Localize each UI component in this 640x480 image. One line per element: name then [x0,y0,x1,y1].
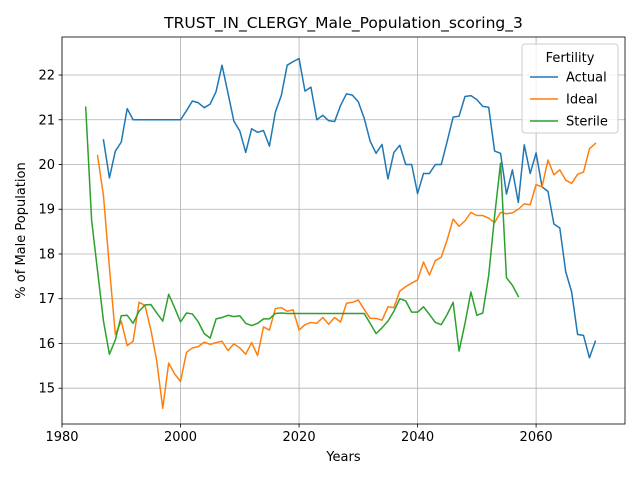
legend-title: Fertility [546,51,595,66]
y-tick-label: 21 [38,113,55,128]
x-axis-ticks: 1980 2000 2020 2040 2060 [45,424,553,445]
plot-frame [61,36,626,425]
legend-label-actual: Actual [566,71,607,86]
x-tick-label: 2040 [401,430,434,445]
x-tick-label: 1980 [45,430,78,445]
grid-lines [61,37,625,424]
x-tick-label: 2060 [520,430,553,445]
y-tick-label: 20 [38,158,55,173]
x-tick-label: 2020 [283,430,316,445]
y-tick-label: 15 [38,382,55,397]
x-tick-label: 2000 [164,430,197,445]
y-tick-label: 18 [38,247,55,262]
y-tick-label: 22 [38,69,55,84]
y-tick-label: 17 [38,292,55,307]
y-tick-label: 16 [38,337,55,352]
y-axis-label: % of Male Population [14,162,29,298]
series-line-actual [102,57,597,359]
chart-title: TRUST_IN_CLERGY_Male_Population_scoring_… [163,14,523,33]
series-line-sterile [84,106,520,355]
legend: Fertility Actual Ideal Sterile [521,43,619,134]
x-axis-label: Years [325,450,361,465]
series-layer [84,57,597,410]
legend-box [521,43,619,134]
y-tick-label: 19 [38,203,55,218]
y-axis-ticks: 15 16 17 18 19 20 21 22 [38,69,62,397]
legend-label-ideal: Ideal [566,93,598,108]
legend-label-sterile: Sterile [566,115,608,130]
series-line-ideal [96,142,597,410]
